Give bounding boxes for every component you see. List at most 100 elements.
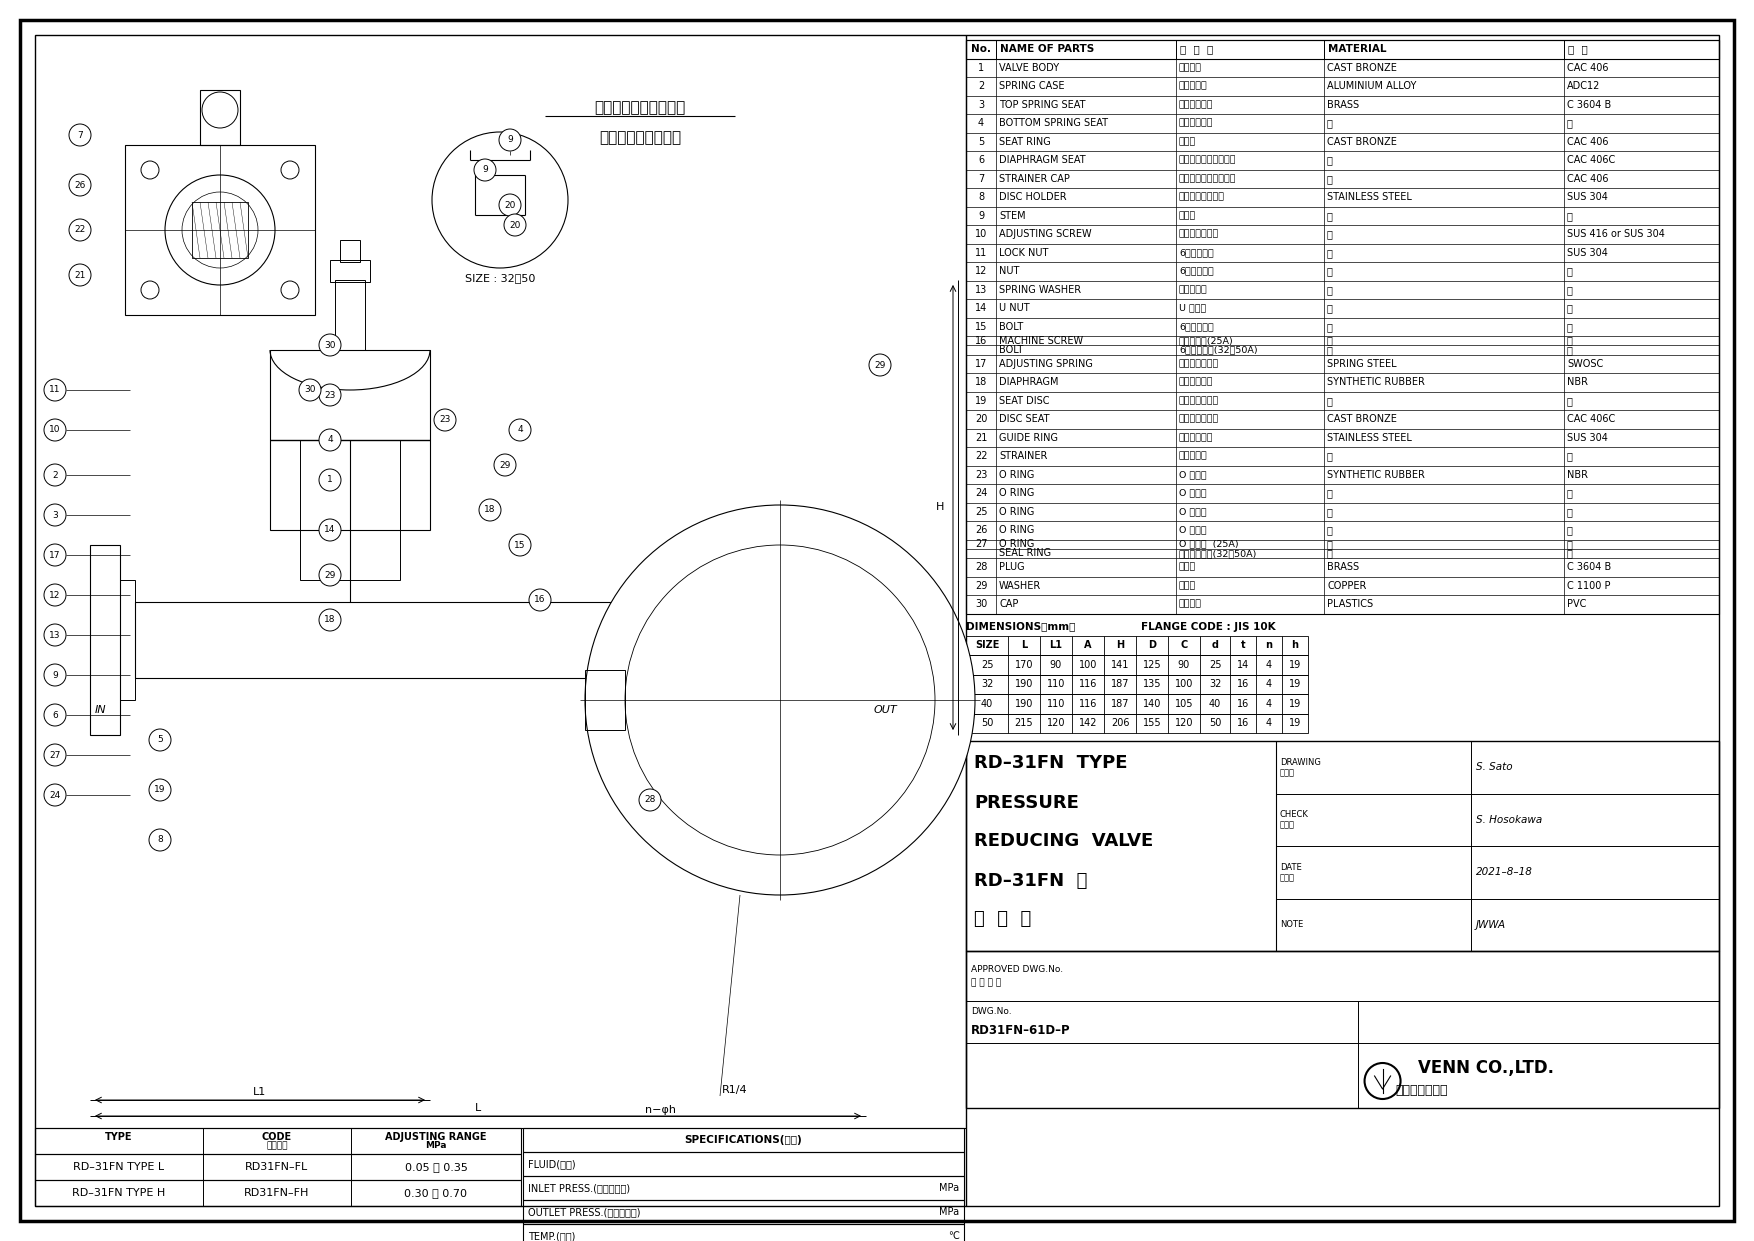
Text: REDUCING  VALVE: REDUCING VALVE	[973, 831, 1152, 850]
Text: 19: 19	[1289, 699, 1301, 709]
Text: STRAINER: STRAINER	[1000, 452, 1047, 462]
Text: 16: 16	[975, 335, 988, 346]
Text: ナベコネジ(25A): ナベコネジ(25A)	[1179, 336, 1233, 345]
Text: SUS 416 or SUS 304: SUS 416 or SUS 304	[1566, 230, 1665, 240]
Circle shape	[44, 624, 67, 647]
Text: ダイヤフラムオサエケ: ダイヤフラムオサエケ	[1179, 156, 1237, 165]
Bar	[200, 91, 240, 145]
Text: ケ: ケ	[1328, 248, 1333, 258]
Text: DISC SEAT: DISC SEAT	[1000, 414, 1049, 424]
Text: PLASTICS: PLASTICS	[1328, 599, 1373, 609]
Text: CAST BRONZE: CAST BRONZE	[1328, 137, 1396, 146]
Text: 26: 26	[74, 180, 86, 190]
Text: C 3604 B: C 3604 B	[1566, 99, 1612, 109]
Text: O RING: O RING	[1000, 506, 1035, 516]
Text: 23: 23	[438, 416, 451, 424]
Text: SEAT DISC: SEAT DISC	[1000, 396, 1049, 406]
Text: R1/4: R1/4	[723, 1085, 747, 1095]
Text: DATE
日　付: DATE 日 付	[1280, 862, 1301, 882]
Bar	[89, 545, 119, 735]
Text: L: L	[475, 1103, 481, 1113]
Text: 19: 19	[1289, 679, 1301, 689]
Text: O リング: O リング	[1179, 470, 1207, 479]
Text: 155: 155	[1142, 719, 1161, 728]
Text: COPPER: COPPER	[1328, 581, 1366, 591]
Circle shape	[509, 534, 531, 556]
Text: ADJUSTING RANGE: ADJUSTING RANGE	[386, 1132, 488, 1142]
Text: ケ: ケ	[1328, 549, 1333, 558]
Text: O RING: O RING	[1000, 539, 1035, 549]
Text: ADJUSTING SCREW: ADJUSTING SCREW	[1000, 230, 1091, 240]
Text: 18: 18	[484, 505, 496, 515]
Text: S. Sato: S. Sato	[1475, 762, 1512, 772]
Text: 187: 187	[1110, 679, 1130, 689]
Text: 19: 19	[975, 396, 988, 406]
Text: DWG.No.: DWG.No.	[972, 1006, 1012, 1015]
Text: 材  質: 材 質	[1568, 45, 1587, 55]
Text: IN: IN	[95, 705, 107, 715]
Text: ザガネ: ザガネ	[1179, 581, 1196, 591]
Text: ALUMINIUM ALLOY: ALUMINIUM ALLOY	[1328, 81, 1417, 92]
Text: 30: 30	[324, 340, 335, 350]
Text: 40: 40	[1209, 699, 1221, 709]
Text: ケ: ケ	[1328, 506, 1333, 516]
Text: 6カクボルト: 6カクボルト	[1179, 323, 1214, 331]
Text: 29: 29	[500, 460, 510, 469]
Text: 29: 29	[975, 581, 988, 591]
Circle shape	[68, 124, 91, 146]
Text: TEMP.(温度): TEMP.(温度)	[528, 1231, 575, 1241]
Text: 9: 9	[53, 670, 58, 680]
Text: FLUID(流体): FLUID(流体)	[528, 1159, 575, 1169]
Circle shape	[586, 505, 975, 895]
Text: ケ: ケ	[1328, 345, 1333, 355]
Text: CAC 406: CAC 406	[1566, 63, 1608, 73]
Text: APPROVED DWG.No.: APPROVED DWG.No.	[972, 964, 1063, 973]
Circle shape	[319, 519, 340, 541]
Text: 5: 5	[158, 736, 163, 745]
Text: O リング: O リング	[1179, 489, 1207, 498]
Text: SEAL RING: SEAL RING	[1000, 549, 1051, 558]
Text: 15: 15	[975, 321, 988, 331]
Text: 25: 25	[1209, 660, 1221, 670]
Bar	[966, 655, 1308, 675]
Text: 17: 17	[975, 359, 988, 369]
Text: 水道法性能基準適合品: 水道法性能基準適合品	[595, 101, 686, 115]
Text: C 3604 B: C 3604 B	[1566, 562, 1612, 572]
Text: CHECK
標　図: CHECK 標 図	[1280, 810, 1308, 829]
Text: 6カクナット: 6カクナット	[1179, 248, 1214, 257]
Text: ケ: ケ	[1328, 525, 1333, 535]
Text: 22: 22	[975, 452, 988, 462]
Bar	[335, 280, 365, 350]
Text: SEAT RING: SEAT RING	[1000, 137, 1051, 146]
Text: ストレーナ: ストレーナ	[1179, 452, 1209, 460]
Text: 製品番号: 製品番号	[267, 1142, 288, 1150]
Text: 190: 190	[1016, 679, 1033, 689]
Text: TOP SPRING SEAT: TOP SPRING SEAT	[1000, 99, 1086, 109]
Text: 170: 170	[1016, 660, 1033, 670]
Text: 減  圧  弁: 減 圧 弁	[973, 910, 1031, 928]
Text: O リング: O リング	[1179, 526, 1207, 535]
Text: 4: 4	[1266, 679, 1272, 689]
Text: SUS 304: SUS 304	[1566, 433, 1608, 443]
Text: 11: 11	[49, 386, 61, 395]
Text: バネケース: バネケース	[1179, 82, 1209, 91]
Text: RD31FN–61D–P: RD31FN–61D–P	[972, 1025, 1070, 1037]
Text: ケ: ケ	[1328, 321, 1333, 331]
Text: NBR: NBR	[1566, 470, 1587, 480]
Circle shape	[44, 664, 67, 686]
Text: 6: 6	[979, 155, 984, 165]
Text: RD31FN–FL: RD31FN–FL	[246, 1162, 309, 1172]
Text: BOTTOM SPRING SEAT: BOTTOM SPRING SEAT	[1000, 118, 1109, 128]
Text: チョウセツバネ: チョウセツバネ	[1179, 359, 1219, 369]
Circle shape	[319, 469, 340, 491]
Text: 4: 4	[979, 118, 984, 128]
Text: 90: 90	[1051, 660, 1063, 670]
Text: MPa: MPa	[938, 1207, 959, 1217]
Text: 50: 50	[980, 719, 993, 728]
Text: ケ: ケ	[1566, 118, 1573, 128]
Bar	[966, 675, 1308, 694]
Text: C: C	[1180, 640, 1187, 650]
Circle shape	[319, 609, 340, 630]
Text: O リング  (25A): O リング (25A)	[1179, 540, 1238, 549]
Text: MATERIAL: MATERIAL	[1328, 45, 1386, 55]
